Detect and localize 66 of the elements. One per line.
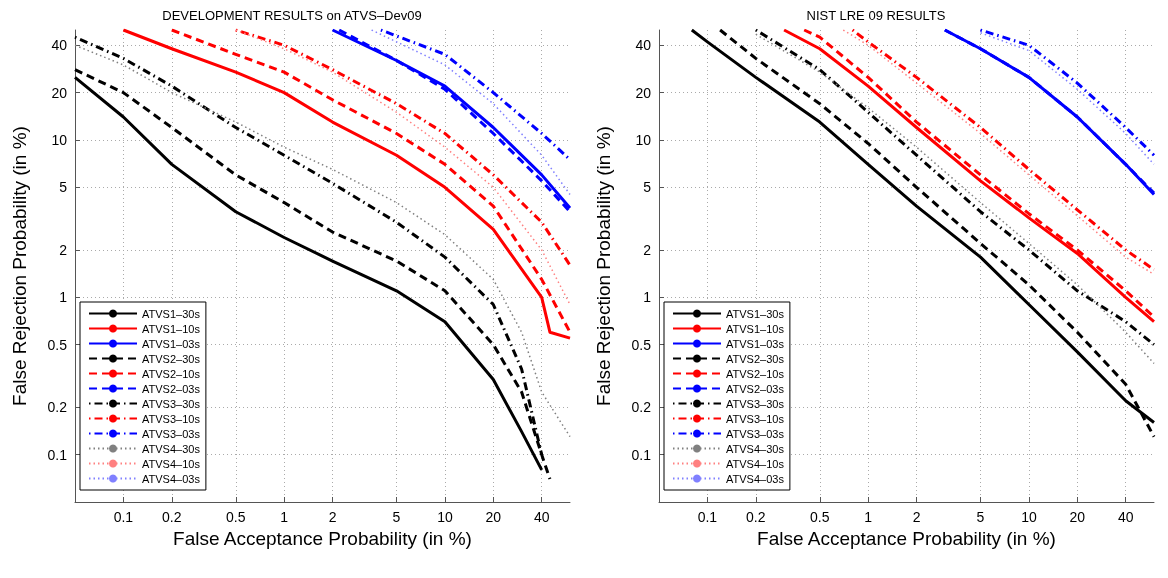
x-tick-label: 20	[485, 509, 502, 525]
legend-label: ATVS1–30s	[142, 307, 201, 320]
chart-title: NIST LRE 09 RESULTS	[806, 8, 946, 23]
legend-label: ATVS1–03s	[726, 337, 785, 350]
legend-label: ATVS2–30s	[142, 352, 201, 365]
x-tick-label: 0.2	[162, 509, 182, 525]
x-tick-label: 20	[1069, 509, 1086, 525]
x-tick-label: 1	[864, 509, 873, 525]
legend-label: ATVS1–30s	[726, 307, 785, 320]
y-tick-label: 2	[59, 241, 68, 258]
legend-label: ATVS3–30s	[726, 397, 785, 410]
y-tick-label: 20	[635, 84, 652, 101]
legend-label: ATVS1–10s	[726, 322, 785, 335]
y-tick-label: 0.2	[47, 399, 68, 416]
legend-label: ATVS3–03s	[726, 427, 785, 440]
legend-label: ATVS1–03s	[142, 337, 201, 350]
y-tick-label: 0.5	[47, 336, 68, 353]
y-tick-label: 40	[51, 37, 68, 54]
y-tick-label: 40	[635, 37, 652, 54]
legend-label: ATVS3–30s	[142, 397, 201, 410]
y-tick-label: 5	[59, 179, 68, 196]
x-tick-label: 0.5	[226, 509, 246, 525]
legend-label: ATVS2–10s	[142, 367, 201, 380]
x-tick-label: 2	[912, 509, 921, 525]
legend-label: ATVS3–03s	[142, 427, 201, 440]
y-tick-label: 0.5	[631, 336, 652, 353]
y-axis-title: False Rejection Probability (in %)	[9, 126, 30, 406]
legend-label: ATVS4–03s	[142, 472, 201, 485]
x-tick-label: 10	[1021, 509, 1037, 525]
y-tick-label: 10	[635, 131, 652, 148]
chart-title: DEVELOPMENT RESULTS on ATVS–Dev09	[162, 8, 422, 23]
x-axis-title: False Acceptance Probability (in %)	[757, 527, 1056, 549]
y-tick-label: 5	[643, 179, 652, 196]
x-tick-label: 0.1	[113, 509, 134, 525]
y-tick-label: 0.2	[631, 399, 652, 416]
y-axis-title: False Rejection Probability (in %)	[593, 126, 614, 406]
legend-label: ATVS4–10s	[726, 457, 785, 470]
x-tick-label: 2	[328, 509, 337, 525]
x-tick-label: 40	[533, 509, 550, 525]
legend-label: ATVS4–30s	[726, 442, 785, 455]
legend-label: ATVS2–03s	[726, 382, 785, 395]
x-tick-label: 40	[1117, 509, 1134, 525]
x-tick-label: 0.2	[746, 509, 766, 525]
x-tick-label: 1	[280, 509, 289, 525]
legend-label: ATVS4–03s	[726, 472, 785, 485]
x-tick-label: 0.1	[697, 509, 718, 525]
y-tick-label: 0.1	[47, 446, 68, 463]
legend-label: ATVS4–30s	[142, 442, 201, 455]
legend-label: ATVS2–03s	[142, 382, 201, 395]
y-tick-label: 2	[643, 241, 652, 258]
x-tick-label: 5	[392, 509, 401, 525]
x-tick-label: 0.5	[810, 509, 830, 525]
legend-label: ATVS1–10s	[142, 322, 201, 335]
y-tick-label: 0.1	[631, 446, 652, 463]
legend-label: ATVS3–10s	[726, 412, 785, 425]
legend-label: ATVS3–10s	[142, 412, 201, 425]
legend-label: ATVS2–10s	[726, 367, 785, 380]
y-tick-label: 10	[51, 131, 68, 148]
y-tick-label: 1	[643, 289, 652, 306]
y-tick-label: 1	[59, 289, 68, 306]
y-tick-label: 20	[51, 84, 68, 101]
x-axis-title: False Acceptance Probability (in %)	[173, 527, 472, 549]
legend-label: ATVS2–30s	[726, 352, 785, 365]
x-tick-label: 10	[437, 509, 453, 525]
x-tick-label: 5	[976, 509, 985, 525]
legend-label: ATVS4–10s	[142, 457, 201, 470]
